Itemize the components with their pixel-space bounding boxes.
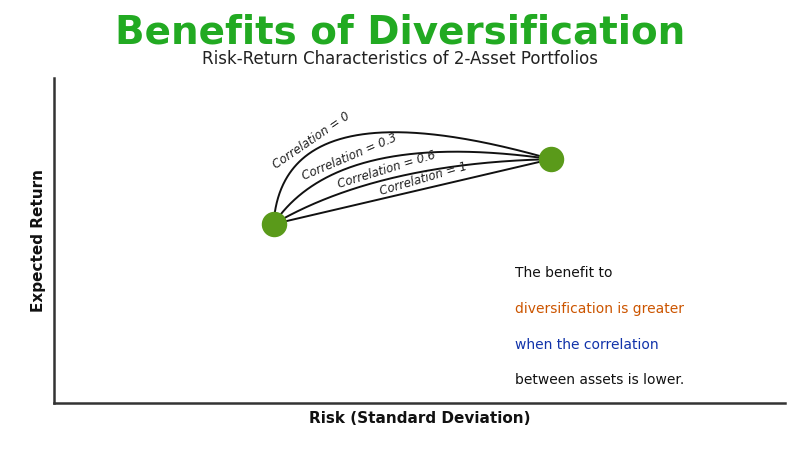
Text: Benefits of Diversification: Benefits of Diversification: [115, 14, 685, 51]
Text: between assets is lower.: between assets is lower.: [514, 374, 684, 387]
Point: [545, 156, 558, 163]
Text: Correlation = 0.3: Correlation = 0.3: [300, 131, 398, 183]
Text: when the correlation: when the correlation: [514, 338, 658, 352]
Text: Correlation = 0: Correlation = 0: [270, 109, 353, 171]
X-axis label: Risk (Standard Deviation): Risk (Standard Deviation): [309, 411, 530, 426]
Text: Correlation = 0.6: Correlation = 0.6: [336, 148, 437, 190]
Text: The benefit to: The benefit to: [514, 266, 612, 280]
Point: [267, 220, 280, 228]
Text: diversification is greater: diversification is greater: [514, 302, 684, 316]
Y-axis label: Expected Return: Expected Return: [31, 169, 46, 312]
Text: Risk-Return Characteristics of 2-Asset Portfolios: Risk-Return Characteristics of 2-Asset P…: [202, 50, 598, 68]
Text: Correlation = 1: Correlation = 1: [378, 160, 469, 198]
